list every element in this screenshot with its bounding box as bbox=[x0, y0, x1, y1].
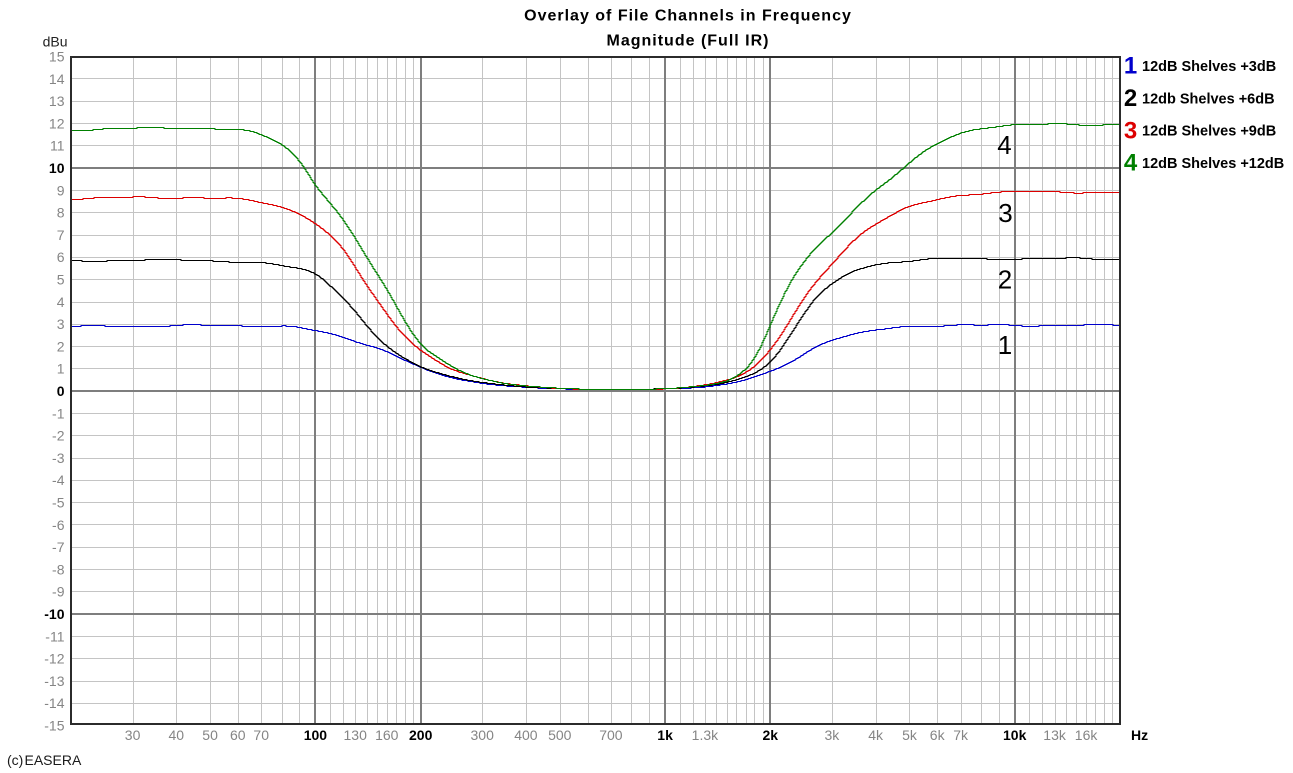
svg-text:-6: -6 bbox=[52, 517, 65, 533]
svg-text:0: 0 bbox=[57, 383, 65, 399]
svg-text:12dB Shelves +3dB: 12dB Shelves +3dB bbox=[1142, 59, 1276, 75]
svg-text:10k: 10k bbox=[1003, 727, 1027, 743]
svg-text:-15: -15 bbox=[44, 718, 64, 734]
svg-text:3: 3 bbox=[998, 198, 1012, 228]
svg-text:130: 130 bbox=[344, 727, 368, 743]
svg-text:7: 7 bbox=[57, 227, 65, 243]
svg-text:14: 14 bbox=[49, 71, 65, 87]
svg-text:30: 30 bbox=[125, 727, 141, 743]
svg-text:-14: -14 bbox=[44, 695, 64, 711]
svg-text:2: 2 bbox=[1124, 85, 1137, 112]
svg-text:12: 12 bbox=[49, 115, 65, 131]
svg-text:1: 1 bbox=[57, 361, 65, 377]
svg-text:-2: -2 bbox=[52, 428, 65, 444]
svg-text:-10: -10 bbox=[44, 606, 64, 622]
svg-text:3: 3 bbox=[1124, 117, 1137, 144]
svg-text:70: 70 bbox=[253, 727, 269, 743]
svg-text:13: 13 bbox=[49, 93, 65, 109]
svg-text:50: 50 bbox=[202, 727, 218, 743]
svg-text:12db Shelves +6dB: 12db Shelves +6dB bbox=[1142, 91, 1275, 107]
svg-text:2k: 2k bbox=[763, 727, 779, 743]
svg-text:4: 4 bbox=[57, 294, 65, 310]
svg-text:200: 200 bbox=[409, 727, 433, 743]
svg-text:6: 6 bbox=[57, 249, 65, 265]
svg-text:dBu: dBu bbox=[43, 34, 68, 50]
svg-text:60: 60 bbox=[230, 727, 246, 743]
svg-text:Hz: Hz bbox=[1131, 727, 1148, 743]
svg-text:1k: 1k bbox=[657, 727, 673, 743]
svg-text:3k: 3k bbox=[825, 727, 841, 743]
svg-text:-7: -7 bbox=[52, 539, 65, 555]
svg-text:Overlay of File Channels in Fr: Overlay of File Channels in Frequency bbox=[524, 8, 852, 25]
svg-text:-9: -9 bbox=[52, 584, 65, 600]
svg-text:400: 400 bbox=[514, 727, 538, 743]
svg-text:500: 500 bbox=[548, 727, 572, 743]
svg-text:-4: -4 bbox=[52, 472, 65, 488]
svg-text:4: 4 bbox=[997, 130, 1011, 160]
svg-text:3: 3 bbox=[57, 316, 65, 332]
svg-text:5k: 5k bbox=[902, 727, 918, 743]
svg-text:Magnitude (Full IR): Magnitude (Full IR) bbox=[607, 33, 770, 50]
svg-text:100: 100 bbox=[304, 727, 328, 743]
svg-text:12dB Shelves +9dB: 12dB Shelves +9dB bbox=[1142, 124, 1276, 140]
svg-text:-5: -5 bbox=[52, 495, 65, 511]
svg-text:-1: -1 bbox=[52, 405, 65, 421]
svg-text:-8: -8 bbox=[52, 561, 65, 577]
svg-text:700: 700 bbox=[599, 727, 623, 743]
svg-text:5: 5 bbox=[57, 272, 65, 288]
svg-text:11: 11 bbox=[50, 138, 65, 154]
svg-text:13k: 13k bbox=[1043, 727, 1067, 743]
svg-text:300: 300 bbox=[471, 727, 495, 743]
svg-text:1.3k: 1.3k bbox=[692, 727, 719, 743]
svg-text:4k: 4k bbox=[868, 727, 884, 743]
svg-text:4: 4 bbox=[1124, 150, 1138, 177]
svg-text:-13: -13 bbox=[44, 673, 64, 689]
svg-text:40: 40 bbox=[169, 727, 185, 743]
svg-text:1: 1 bbox=[998, 330, 1012, 360]
svg-text:6k: 6k bbox=[930, 727, 946, 743]
svg-text:-11: -11 bbox=[45, 628, 64, 644]
svg-text:8: 8 bbox=[57, 205, 65, 221]
svg-text:160: 160 bbox=[375, 727, 399, 743]
svg-text:15: 15 bbox=[49, 49, 65, 65]
svg-text:10: 10 bbox=[49, 160, 65, 176]
svg-text:9: 9 bbox=[57, 182, 65, 198]
svg-text:-12: -12 bbox=[44, 651, 64, 667]
svg-text:2: 2 bbox=[998, 264, 1012, 294]
svg-text:-3: -3 bbox=[52, 450, 65, 466]
svg-text:(c) EASERA: (c) EASERA bbox=[7, 752, 82, 768]
svg-text:1: 1 bbox=[1124, 53, 1137, 80]
svg-text:16k: 16k bbox=[1075, 727, 1099, 743]
svg-text:7k: 7k bbox=[953, 727, 969, 743]
svg-text:2: 2 bbox=[57, 338, 65, 354]
svg-text:12dB Shelves +12dB: 12dB Shelves +12dB bbox=[1142, 156, 1284, 172]
